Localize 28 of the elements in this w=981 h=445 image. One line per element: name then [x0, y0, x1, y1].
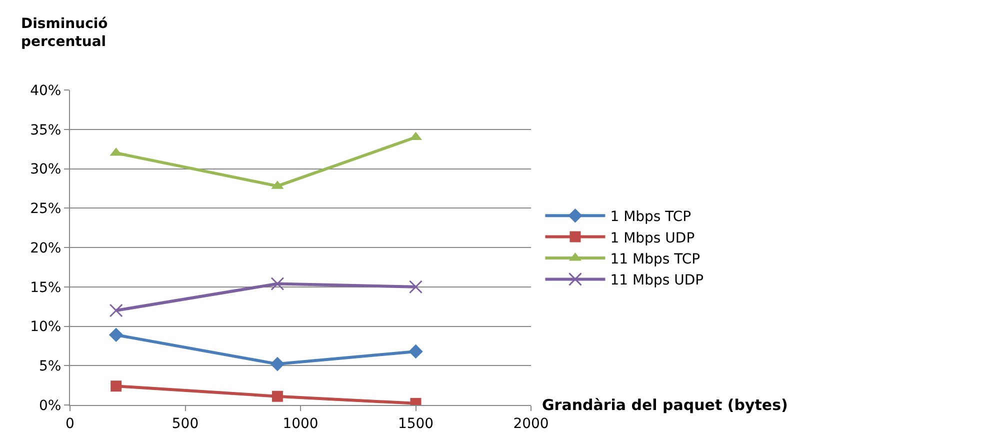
x-tick-label: 500	[172, 416, 199, 432]
legend-label: 11 Mbps UDP	[610, 272, 704, 289]
legend-label: 1 Mbps UDP	[610, 230, 695, 246]
y-tick-label: 25%	[30, 201, 62, 218]
y-tick-label: 35%	[30, 122, 62, 138]
point	[272, 390, 283, 402]
point	[109, 304, 123, 318]
y-tick-label: 20%	[30, 240, 62, 256]
x-axis-title: Grandària del paquet (bytes)	[542, 396, 788, 414]
point	[110, 380, 122, 392]
point	[270, 356, 285, 372]
y-tick-label: 5%	[38, 358, 62, 375]
y-tick-label: 30%	[30, 162, 62, 178]
point	[408, 344, 423, 359]
legend-label: 1 Mbps TCP	[610, 209, 692, 226]
y-axis-title: Disminució percentual	[21, 16, 108, 50]
y-tick-label: 40%	[30, 82, 62, 99]
x-tick-label: 1500	[398, 416, 434, 432]
point	[108, 328, 124, 342]
y-tick-label: 15%	[30, 280, 62, 296]
legend-label: 11 Mbps TCP	[610, 251, 700, 268]
x-tick-label: 0	[66, 416, 74, 432]
y-tick-label: 0%	[38, 398, 62, 414]
y-tick-label: 10%	[30, 319, 62, 336]
point	[409, 280, 422, 294]
x-tick-label: 2000	[513, 416, 549, 432]
x-tick-label: 1000	[282, 416, 318, 432]
point	[270, 276, 284, 290]
